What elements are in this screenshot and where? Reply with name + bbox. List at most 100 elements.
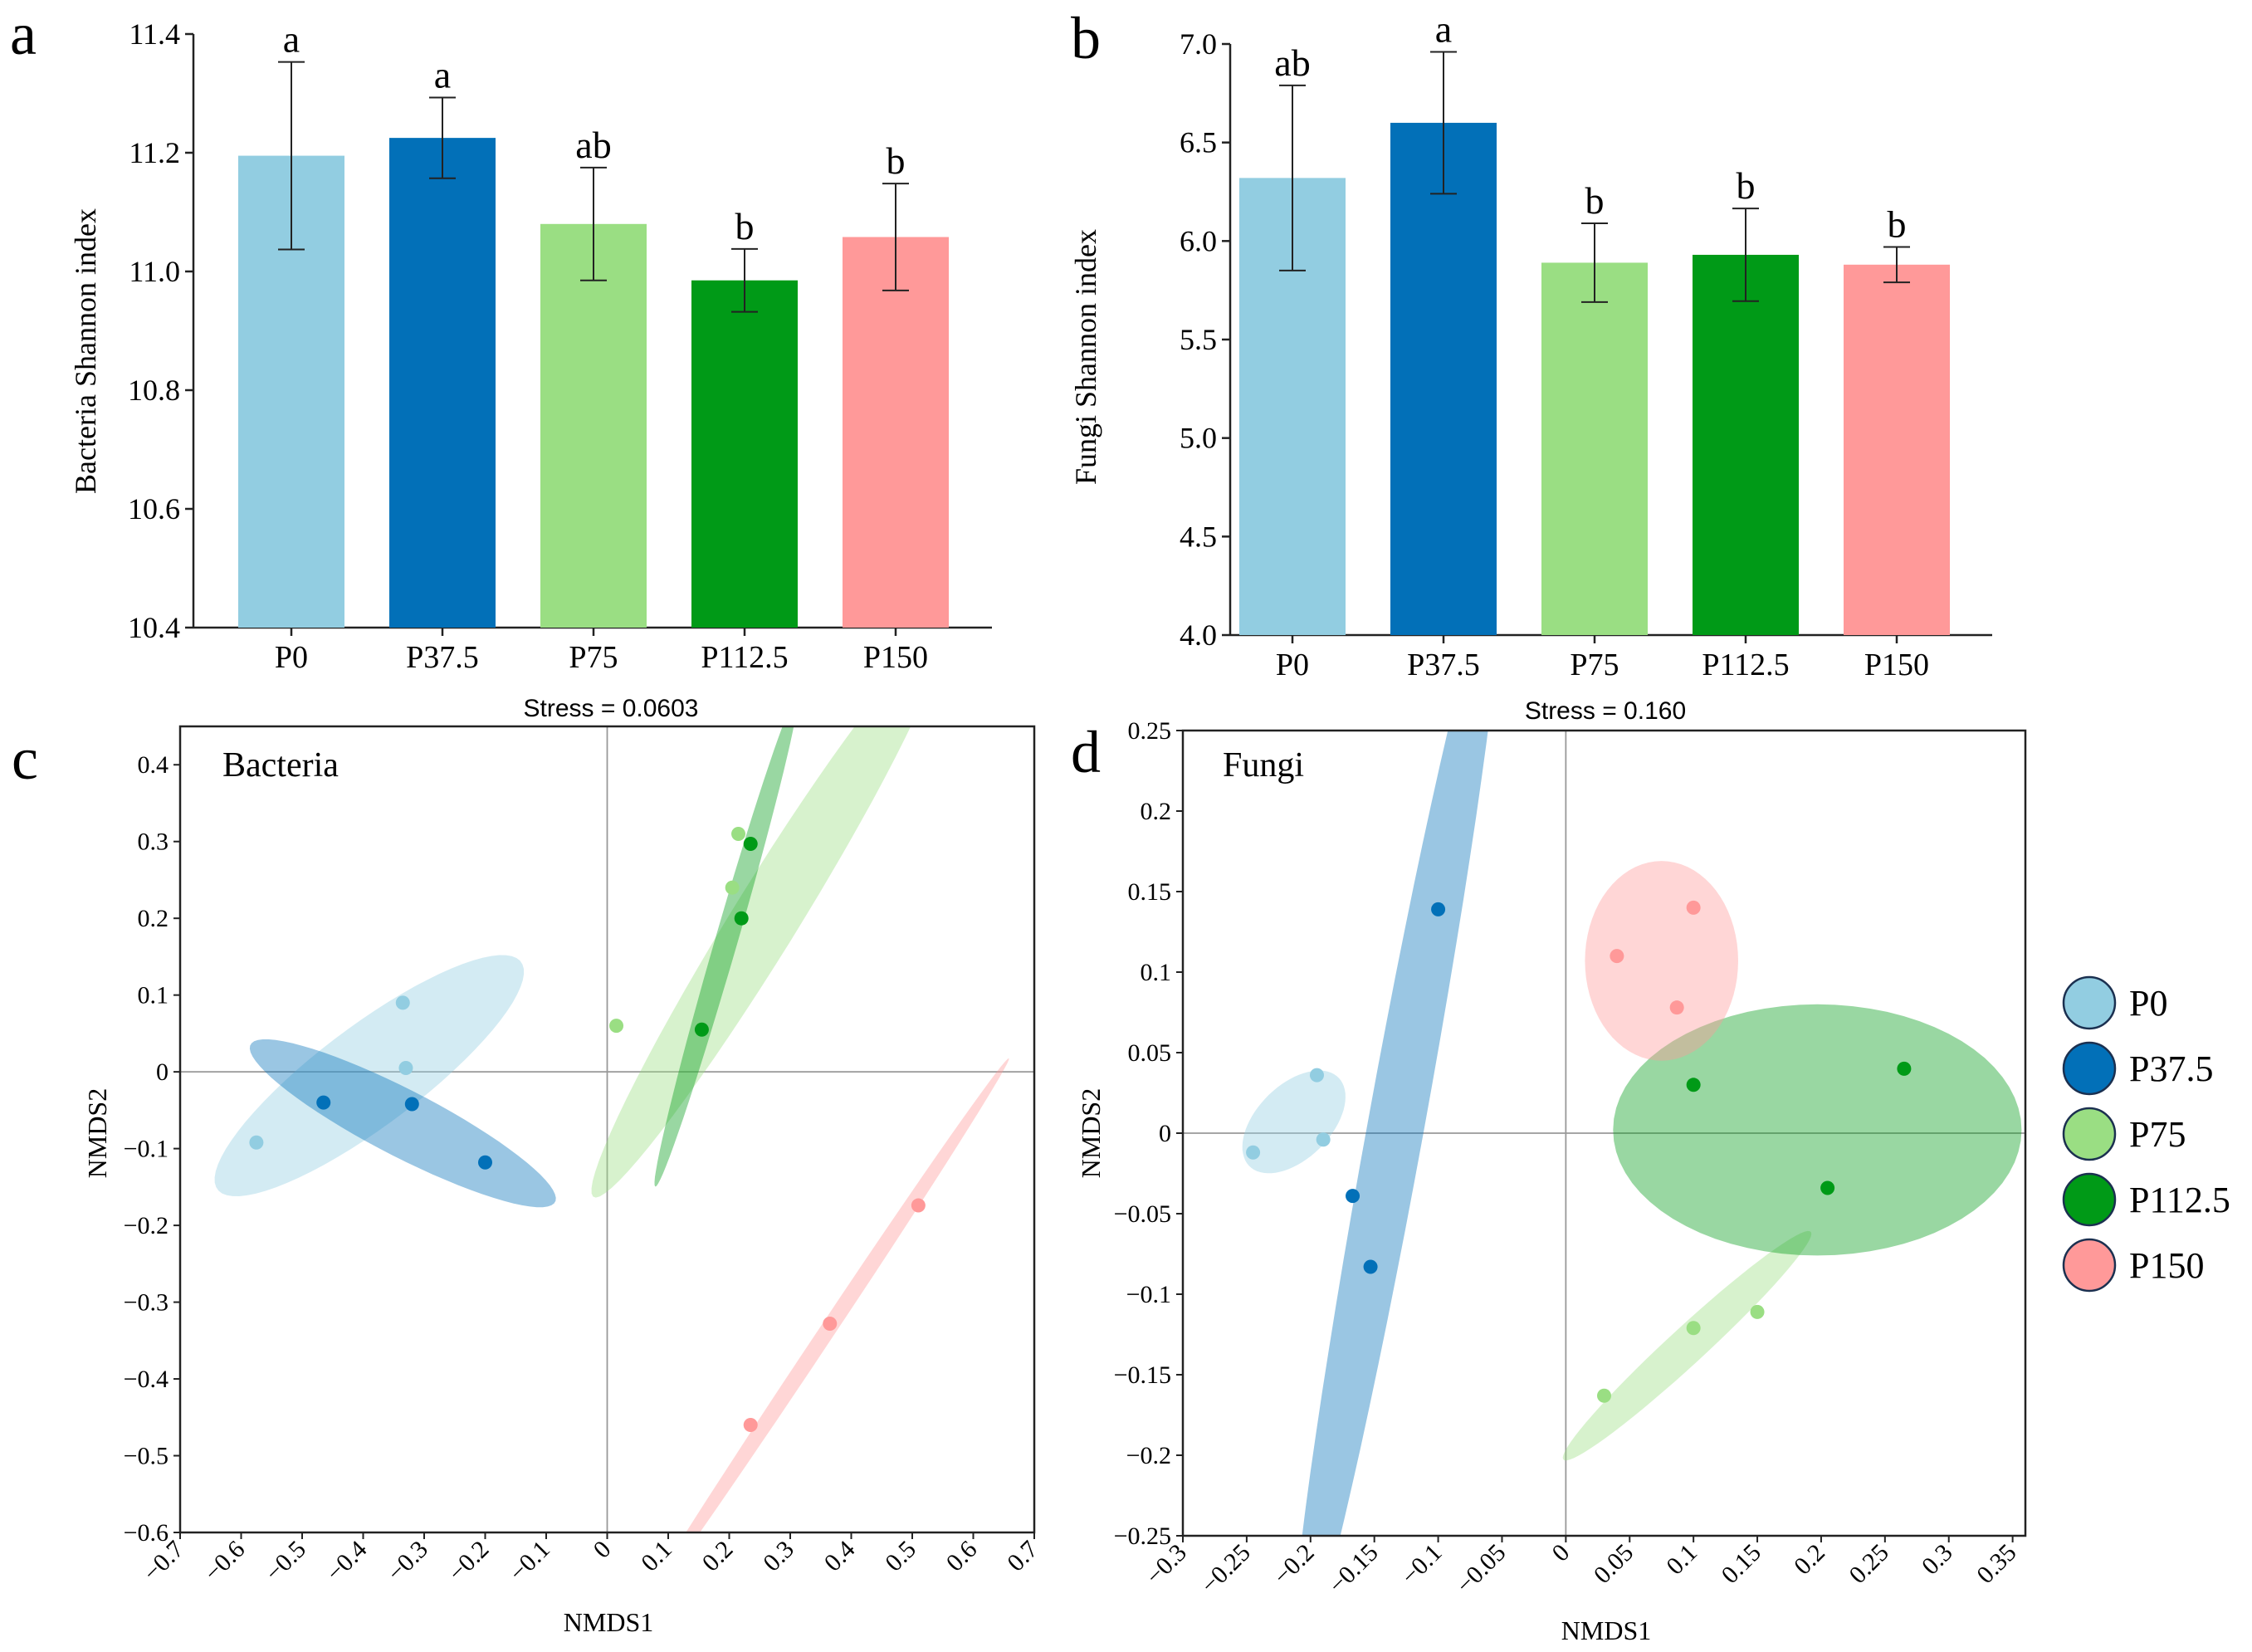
bar-P150 — [1844, 264, 1950, 635]
legend: P0 P37.5 P75 P112.5 P150 — [2062, 975, 2230, 1293]
y-tick-label: 0.05 — [1128, 1039, 1172, 1067]
sample-point-P37.5 — [1363, 1259, 1378, 1274]
y-tick-label: −0.15 — [1114, 1361, 1171, 1389]
x-tick-label: 0.7 — [1002, 1536, 1043, 1577]
y-tick-label: 6.5 — [1180, 126, 1217, 159]
x-tick-label: −0.1 — [504, 1536, 555, 1587]
y-tick-label: 0 — [156, 1058, 169, 1086]
sample-point-P0 — [398, 1061, 413, 1076]
x-tick-label: 0.3 — [1917, 1539, 1958, 1581]
confidence-ellipse-P150 — [1585, 861, 1738, 1061]
x-tick-label: −0.15 — [1323, 1539, 1383, 1599]
panel-d-xlabel: NMDS1 — [1561, 1615, 1651, 1645]
y-tick-label: 11.0 — [129, 255, 180, 288]
sample-point-P112.5 — [1820, 1180, 1835, 1195]
sample-point-P150 — [743, 1418, 758, 1433]
x-tick-label: 0.2 — [697, 1536, 739, 1577]
y-tick-label: −0.5 — [124, 1443, 169, 1470]
confidence-ellipse-P75 — [591, 726, 911, 1198]
y-tick-label: −0.4 — [124, 1366, 169, 1393]
panel-d-ylabel: NMDS2 — [1076, 1088, 1106, 1178]
x-tick-label: 0.35 — [1971, 1539, 2021, 1589]
panel-c-xlabel: NMDS1 — [564, 1607, 653, 1637]
confidence-ellipse-P0 — [1242, 1070, 1346, 1174]
y-tick-label: 0.2 — [1141, 798, 1172, 825]
y-tick-label: 0.1 — [1141, 959, 1172, 986]
panel-c-letter: c — [12, 726, 38, 792]
significance-letter: b — [735, 205, 755, 247]
panel-d-nmds-plot: d Stress = 0.160 Fungi NMDS2 NMDS1 −0.25… — [1071, 697, 2027, 1645]
sample-point-P37.5 — [404, 1097, 419, 1112]
sample-point-P0 — [395, 995, 410, 1010]
x-tick-label: 0.15 — [1717, 1539, 1766, 1589]
y-tick-label: 10.4 — [128, 611, 180, 644]
y-tick-label: 5.5 — [1180, 323, 1217, 356]
bar-P37.5 — [389, 138, 496, 628]
bar-P75 — [1541, 262, 1648, 635]
confidence-ellipse-P75 — [1562, 1230, 1812, 1461]
panel-a-ylabel: Bacteria Shannon index — [69, 208, 102, 494]
legend-label: P150 — [2129, 1245, 2204, 1286]
x-tick-label: P150 — [863, 640, 928, 675]
sample-point-P112.5 — [734, 911, 749, 926]
x-tick-label: P0 — [275, 640, 308, 675]
sample-point-P112.5 — [1897, 1061, 1912, 1076]
x-tick-label: 0.5 — [880, 1536, 921, 1577]
x-tick-label: −0.3 — [382, 1536, 433, 1587]
sample-point-P150 — [823, 1316, 838, 1331]
legend-swatch-P150 — [2062, 1238, 2117, 1293]
legend-label: P75 — [2129, 1114, 2186, 1155]
legend-swatch-P112.5 — [2062, 1172, 2117, 1227]
x-tick-label: 0.25 — [1844, 1539, 1893, 1589]
y-tick-label: 7.0 — [1180, 27, 1217, 61]
panel-b-bar-chart: b Fungi Shannon index 4.0 4.5 5.0 5.5 6.0 6.5… — [1069, 5, 1992, 682]
x-tick-label: 0.1 — [1661, 1539, 1702, 1581]
x-tick-label: P75 — [569, 640, 618, 675]
legend-swatch-P0 — [2062, 975, 2117, 1030]
x-tick-label: 0.4 — [819, 1536, 861, 1577]
significance-letter: ab — [575, 124, 611, 166]
panel-c-stress: Stress = 0.0603 — [524, 695, 699, 722]
sample-point-P75 — [725, 880, 740, 895]
sample-point-P150 — [911, 1198, 926, 1213]
bar-P37.5 — [1390, 122, 1497, 635]
sample-point-P0 — [249, 1135, 264, 1150]
x-tick-label: −0.2 — [443, 1536, 495, 1587]
sample-point-P75 — [1597, 1388, 1611, 1403]
sample-point-P75 — [731, 826, 746, 841]
confidence-ellipse-P150 — [686, 1058, 1009, 1532]
x-tick-label: −0.25 — [1195, 1539, 1255, 1599]
x-tick-label: 0 — [589, 1536, 617, 1564]
x-tick-label: 0.1 — [636, 1536, 677, 1577]
x-tick-label: P112.5 — [1702, 648, 1789, 682]
panel-c-title: Bacteria — [222, 746, 339, 784]
significance-letter: b — [1888, 203, 1907, 245]
y-tick-label: 11.2 — [129, 136, 180, 169]
y-tick-label: 4.5 — [1180, 520, 1217, 553]
y-tick-label: 0 — [1159, 1120, 1171, 1147]
confidence-ellipse-P112.5 — [654, 726, 794, 1187]
x-tick-label: −0.2 — [1268, 1539, 1320, 1591]
x-tick-label: 0.6 — [941, 1536, 983, 1577]
legend-label: P112.5 — [2129, 1180, 2230, 1220]
panel-b-letter: b — [1071, 5, 1101, 71]
x-tick-label: −0.6 — [199, 1536, 251, 1587]
y-tick-label: 0.1 — [138, 982, 169, 1009]
y-tick-label: −0.3 — [124, 1289, 169, 1317]
y-tick-label: 0.4 — [138, 751, 169, 779]
plot-area — [180, 726, 1034, 1532]
significance-letter: ab — [1274, 42, 1310, 84]
confidence-ellipse-P112.5 — [1613, 1004, 2022, 1256]
y-tick-label: 11.4 — [129, 17, 180, 51]
sample-point-P0 — [1246, 1145, 1261, 1160]
panel-a-letter: a — [10, 1, 37, 67]
x-tick-label: 0 — [1546, 1539, 1575, 1567]
x-tick-label: 0.05 — [1589, 1539, 1639, 1589]
y-tick-label: −0.1 — [124, 1136, 169, 1163]
sample-point-P37.5 — [1431, 902, 1446, 916]
panel-d-title: Fungi — [1223, 746, 1304, 784]
sample-point-P150 — [1669, 1000, 1684, 1015]
panel-b-ylabel: Fungi Shannon index — [1069, 229, 1102, 485]
panel-a-bar-chart: a Bacteria Shannon index 10.4 10.6 10.8 11.… — [10, 1, 992, 675]
